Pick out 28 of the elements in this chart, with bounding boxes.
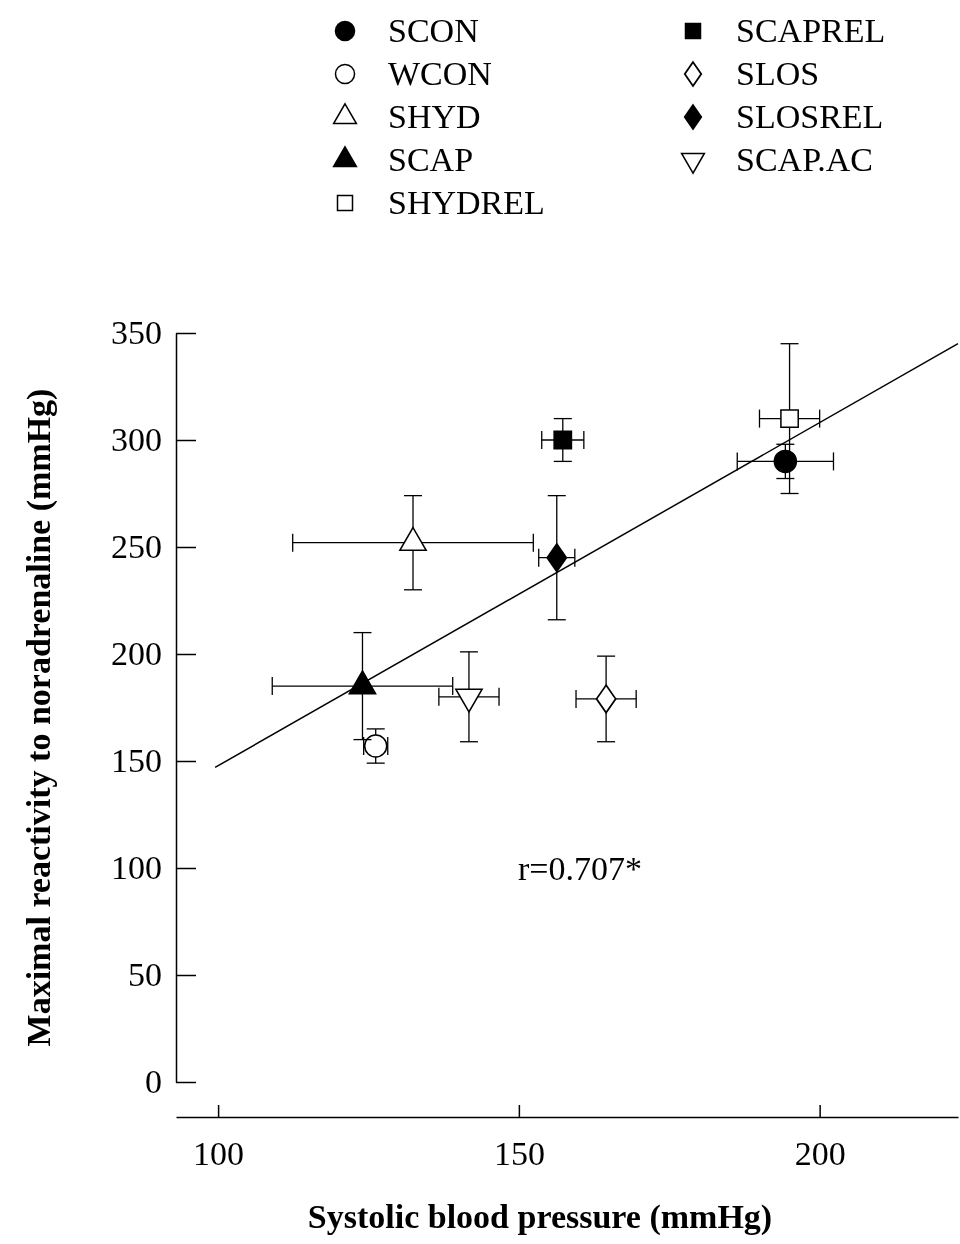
- y-tick-label: 200: [111, 635, 162, 673]
- point: [773, 449, 798, 474]
- legend-label: SCAPREL: [736, 12, 886, 49]
- y-tick-label: 0: [145, 1063, 162, 1101]
- x-tick-label: 100: [193, 1135, 245, 1172]
- legend-label: SLOSREL: [736, 98, 884, 135]
- legend-label: WCON: [388, 55, 492, 92]
- x-axis-title: Systolic blood pressure (mmHg): [307, 1198, 773, 1236]
- y-tick-label: 150: [111, 742, 162, 780]
- point: [553, 430, 573, 450]
- y-tick-label: 250: [111, 528, 162, 566]
- legend-label: SLOS: [736, 55, 820, 92]
- x-tick-label: 150: [493, 1135, 545, 1172]
- y-axis-title: Maximal reactivity to noradrenaline (mmHg): [20, 388, 58, 1047]
- y-tick-label: 100: [111, 849, 162, 887]
- y-tick-label: 50: [128, 956, 162, 994]
- y-tick-label: 350: [111, 314, 162, 352]
- annotation: r=0.707*: [518, 850, 642, 887]
- legend-label: SHYD: [388, 98, 481, 135]
- legend-label: SHYDREL: [388, 184, 545, 221]
- y-tick-label: 300: [111, 421, 162, 459]
- legend-label: SCON: [388, 12, 479, 49]
- legend-label: SCAP: [388, 141, 474, 178]
- point: [546, 543, 568, 573]
- legend-label: SCAP.AC: [736, 141, 874, 178]
- point: [595, 684, 617, 714]
- point: [780, 409, 799, 429]
- x-tick-label: 200: [794, 1135, 846, 1172]
